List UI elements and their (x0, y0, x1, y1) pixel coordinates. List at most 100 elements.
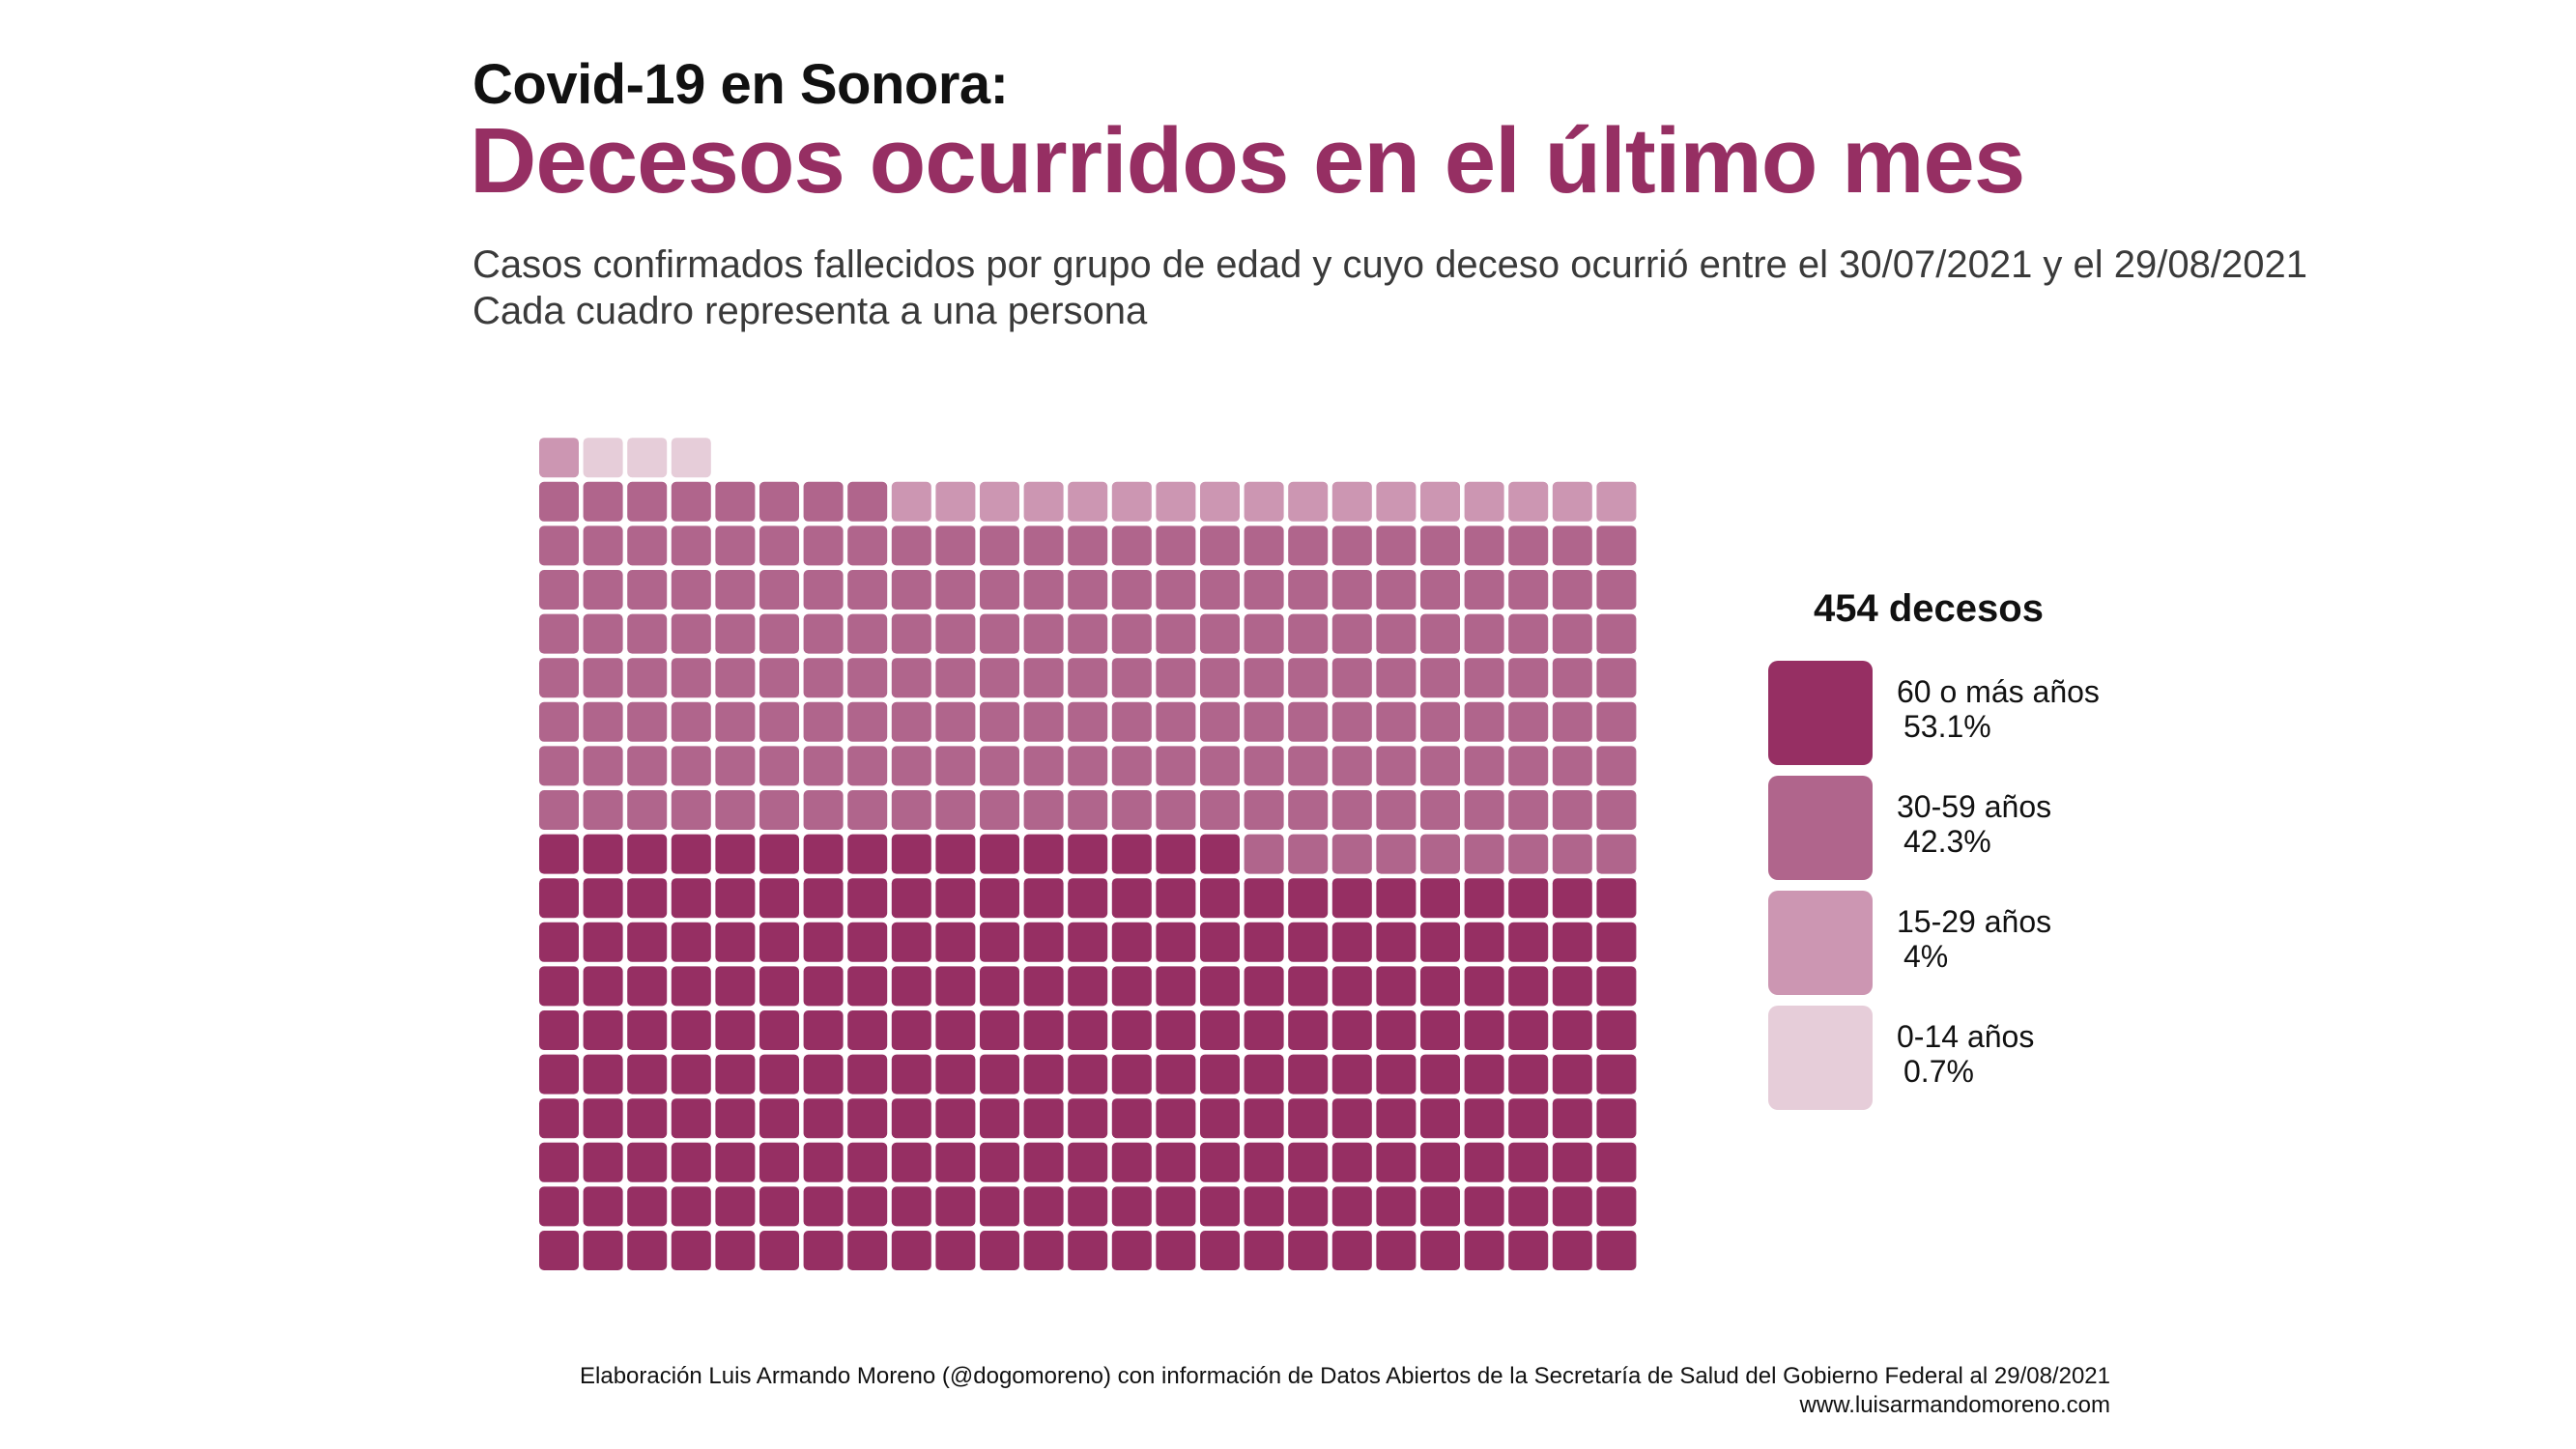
waffle-cell (1464, 790, 1504, 830)
waffle-cell (1156, 1010, 1196, 1050)
waffle-cell (980, 746, 1019, 786)
subtitle-line-2: Cada cuadro representa a una persona (472, 290, 1148, 332)
waffle-cell (1376, 613, 1417, 654)
legend-label: 15-29 años (1897, 904, 2052, 939)
waffle-cell (1376, 834, 1417, 874)
waffle-cell (1464, 526, 1504, 566)
waffle-cell (1200, 613, 1240, 654)
waffle-cell (1200, 526, 1240, 566)
waffle-cell (803, 1186, 844, 1227)
waffle-cell (671, 1186, 711, 1227)
waffle-cell (891, 658, 931, 698)
waffle-cell (1331, 834, 1372, 874)
waffle-cell (1288, 790, 1329, 830)
waffle-cell (1244, 658, 1284, 698)
waffle-cell (1376, 966, 1417, 1007)
waffle-cell (1156, 790, 1196, 830)
waffle-cell (539, 1186, 579, 1227)
legend-item-15-29: 15-29 años 4% (1768, 891, 2155, 995)
waffle-cell (1464, 701, 1504, 742)
waffle-cell (715, 790, 756, 830)
waffle-cell (627, 1231, 668, 1270)
waffle-cell (1331, 1098, 1372, 1139)
waffle-cell (759, 746, 799, 786)
waffle-cell (759, 1098, 799, 1139)
waffle-cell (1420, 1098, 1460, 1139)
waffle-cell (1420, 922, 1460, 962)
waffle-cell (935, 613, 976, 654)
waffle-cell (715, 526, 756, 566)
waffle-cell (1596, 1186, 1637, 1227)
waffle-cell (1552, 1098, 1592, 1139)
waffle-cell (671, 481, 711, 522)
waffle-cell (1376, 1098, 1417, 1139)
waffle-cell (1420, 1186, 1460, 1227)
waffle-cell (1111, 790, 1152, 830)
waffle-cell (1288, 1010, 1329, 1050)
waffle-cell (1244, 966, 1284, 1007)
waffle-cell (627, 1186, 668, 1227)
waffle-cell (1596, 878, 1637, 919)
waffle-cell (1068, 701, 1108, 742)
waffle-cell (1508, 1054, 1549, 1094)
waffle-cell (1508, 746, 1549, 786)
waffle-cell (1552, 1054, 1592, 1094)
waffle-cell (891, 701, 931, 742)
waffle-cell (715, 878, 756, 919)
waffle-cell (671, 526, 711, 566)
waffle-cell (1420, 878, 1460, 919)
waffle-cell (935, 658, 976, 698)
waffle-cell (1420, 613, 1460, 654)
waffle-cell (1068, 966, 1108, 1007)
waffle-cell (759, 878, 799, 919)
waffle-cell (1331, 746, 1372, 786)
waffle-cell (759, 1231, 799, 1270)
waffle-cell (1552, 613, 1592, 654)
waffle-cell (1200, 1010, 1240, 1050)
waffle-cell (1023, 481, 1064, 522)
waffle-cell (1111, 746, 1152, 786)
waffle-cell (1068, 922, 1108, 962)
waffle-cell (1156, 613, 1196, 654)
waffle-cell (1288, 1054, 1329, 1094)
waffle-cell (935, 1142, 976, 1182)
waffle-cell (759, 966, 799, 1007)
waffle-cell (1420, 1231, 1460, 1270)
waffle-cell (1596, 966, 1637, 1007)
waffle-cell (1023, 1010, 1064, 1050)
chart-subtitle: Casos confirmados fallecidos por grupo d… (472, 242, 2307, 334)
footer: Elaboración Luis Armando Moreno (@dogomo… (580, 1362, 2110, 1420)
waffle-cell (1200, 1142, 1240, 1182)
waffle-cell (1244, 1054, 1284, 1094)
waffle-cell (1420, 658, 1460, 698)
waffle-cell (847, 481, 888, 522)
waffle-cell (1376, 570, 1417, 610)
waffle-cell (1244, 481, 1284, 522)
waffle-cell (1376, 790, 1417, 830)
waffle-cell (1288, 613, 1329, 654)
waffle-cell (1068, 526, 1108, 566)
waffle-cell (935, 570, 976, 610)
legend-percent: 53.1% (1903, 709, 1991, 744)
waffle-cell (627, 526, 668, 566)
waffle-cell (1023, 1142, 1064, 1182)
waffle-cell (1156, 834, 1196, 874)
waffle-cell (1596, 613, 1637, 654)
waffle-cell (891, 878, 931, 919)
waffle-cell (539, 658, 579, 698)
legend-title: 454 decesos (1814, 587, 2044, 630)
waffle-cell (803, 1098, 844, 1139)
waffle-cell (627, 701, 668, 742)
waffle-cell (671, 1010, 711, 1050)
legend-swatch (1768, 1006, 1873, 1110)
waffle-cell (671, 658, 711, 698)
waffle-cell (1244, 834, 1284, 874)
waffle-cell (539, 1142, 579, 1182)
waffle-cell (715, 922, 756, 962)
waffle-cell (671, 1054, 711, 1094)
waffle-cell (1200, 1098, 1240, 1139)
waffle-cell (980, 658, 1019, 698)
waffle-cell (1156, 878, 1196, 919)
waffle-cell (1200, 966, 1240, 1007)
